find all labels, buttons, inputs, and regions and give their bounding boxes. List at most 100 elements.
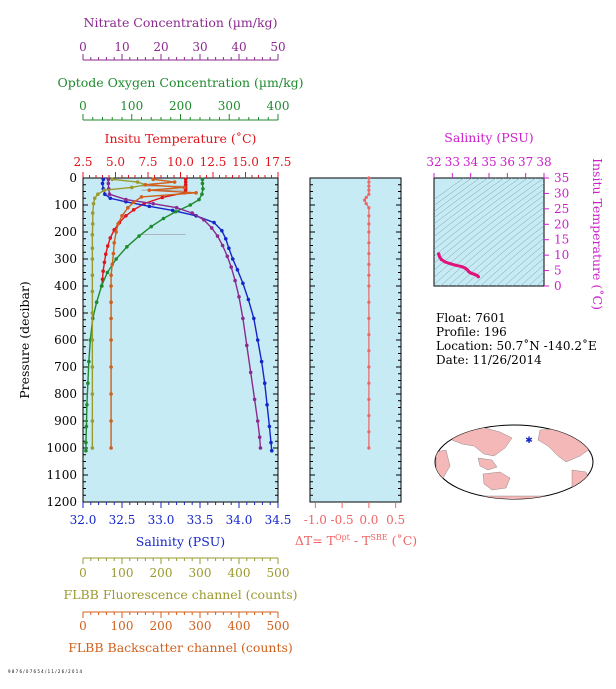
delta-point xyxy=(367,381,371,385)
salinity-point xyxy=(212,220,216,225)
delta-panel-axes: -1.0 -0.5 0.0 0.5 xyxy=(304,177,405,527)
oxygen-point xyxy=(161,216,166,221)
salinity-tick-label: 32.0 xyxy=(70,513,97,527)
temperature-point xyxy=(183,177,188,182)
nitrate-point xyxy=(258,446,263,450)
footer-stamp: 9 8 7 6 / 0 7 6 5 4 / 1 1 / 2 6 / 2 0 1 … xyxy=(8,669,83,674)
salinity-point xyxy=(223,236,228,241)
backscatter-tick-label: 300 xyxy=(189,619,212,633)
pressure-tick-label: 500 xyxy=(54,306,77,320)
backscatter-tick-label: 0 xyxy=(79,619,87,633)
oxygen-point xyxy=(86,381,90,386)
nitrate-point xyxy=(209,226,214,230)
backscatter-point xyxy=(116,222,120,226)
delta-point xyxy=(367,273,371,277)
temperature-tick-label: 5.0 xyxy=(106,155,125,169)
oxygen-point xyxy=(188,203,193,207)
ts-density-contour xyxy=(472,225,544,286)
nitrate-point xyxy=(151,201,155,206)
delta-tick-label: -1.0 xyxy=(304,513,327,527)
ts-density-contours xyxy=(434,178,544,286)
oxygen-point xyxy=(200,192,204,196)
temperature-tick-label: 12.5 xyxy=(200,155,227,169)
main-panel-axes: 0 10 20 30 40 50 Nitrate Concentration (µm/kg)… xyxy=(46,15,303,655)
ts-density-contour xyxy=(528,271,544,286)
ts-point xyxy=(443,260,447,264)
oxygen-point xyxy=(201,187,205,191)
backscatter-profile-line xyxy=(110,178,197,448)
fluorescence-tick-label: 400 xyxy=(228,566,251,580)
pressure-tick-label: 400 xyxy=(54,279,77,293)
backscatter-point xyxy=(120,214,124,218)
oxygen-point xyxy=(200,177,205,182)
land-seasia xyxy=(477,457,498,471)
backscatter-point xyxy=(151,177,155,182)
nitrate-point xyxy=(233,278,237,283)
backscatter-point xyxy=(126,205,130,210)
fluorescence-point xyxy=(90,273,95,278)
ts-point xyxy=(469,271,474,275)
ts-y-tick-label: 10 xyxy=(554,248,569,262)
fluorescence-point xyxy=(90,289,95,294)
delta-point xyxy=(367,192,371,196)
delta-point xyxy=(367,222,371,226)
ts-y-tick-label: 0 xyxy=(554,279,562,293)
profile-date: Date: 11/26/2014 xyxy=(436,353,542,367)
delta-point xyxy=(367,316,371,320)
float-location-marker: ✱ xyxy=(525,436,533,446)
temperature-point xyxy=(183,182,188,187)
nitrate-point xyxy=(220,243,225,248)
salinity-point xyxy=(267,424,272,429)
ts-density-contour xyxy=(448,206,544,286)
salinity-point xyxy=(101,177,106,182)
delta-point xyxy=(367,188,371,192)
oxygen-point xyxy=(137,234,141,238)
main-panel-series xyxy=(84,177,274,453)
fluorescence-point xyxy=(102,188,107,192)
salinity-point xyxy=(262,381,267,386)
ts-density-contour xyxy=(496,244,544,286)
backscatter-point xyxy=(109,419,113,423)
ts-density-contour xyxy=(480,231,544,286)
delta-panel-series xyxy=(363,176,371,450)
nitrate-tick-label: 20 xyxy=(153,40,168,54)
delta-point xyxy=(367,430,371,434)
temperature-point xyxy=(101,269,105,273)
salinity-point xyxy=(235,268,240,272)
nitrate-point xyxy=(202,218,206,222)
delta-plot-area xyxy=(309,177,402,503)
backscatter-point xyxy=(109,316,113,321)
salinity-point xyxy=(230,257,235,261)
delta-point xyxy=(364,202,368,206)
profile-number: Profile: 196 xyxy=(436,325,507,339)
delta-point xyxy=(367,300,371,304)
ts-density-contour xyxy=(434,178,529,251)
backscatter-point xyxy=(109,446,113,450)
fluorescence-point xyxy=(90,338,95,342)
fluorescence-point xyxy=(90,246,95,250)
delta-point xyxy=(367,446,371,450)
temperature-point xyxy=(108,236,113,240)
delta-axis-title: ΔT= TOpt - TSBE (˚C) xyxy=(295,533,417,548)
nitrate-point xyxy=(174,205,179,210)
ts-density-contour xyxy=(434,178,513,237)
delta-point xyxy=(367,349,371,353)
temperature-point xyxy=(103,252,108,256)
ts-point xyxy=(439,257,443,262)
pressure-tick-label: 900 xyxy=(54,414,77,428)
fluorescence-point xyxy=(90,419,95,423)
ts-density-contour xyxy=(434,178,489,219)
ts-y-tick-label: 35 xyxy=(554,171,569,185)
pressure-tick-label: 1100 xyxy=(46,468,77,482)
salinity-tick-label: 32.5 xyxy=(109,513,136,527)
ts-y-tick-label: 30 xyxy=(554,186,569,200)
delta-point xyxy=(367,176,371,180)
salinity-point xyxy=(269,448,274,453)
oxygen-point xyxy=(173,209,178,214)
oxygen-tick-label: 0 xyxy=(79,99,87,113)
nitrate-point xyxy=(107,192,112,196)
temperature-tick-label: 17.5 xyxy=(265,155,292,169)
pressure-tick-label: 300 xyxy=(54,252,77,266)
ts-point xyxy=(459,264,464,269)
